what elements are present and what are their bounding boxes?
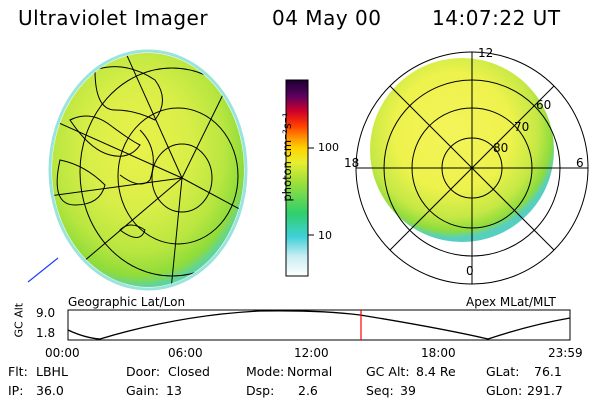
polar-image xyxy=(355,51,589,285)
glon-key: GLon: xyxy=(486,383,523,398)
seq-key: Seq: xyxy=(366,383,394,398)
mlt-label-top: 12 xyxy=(478,46,494,60)
gc-alt-value: 8.4 Re xyxy=(416,364,456,379)
mlt-label-left: 18 xyxy=(344,156,360,170)
altitude-xtick-2359: 23:59 xyxy=(548,346,583,360)
flt-value: LBHL xyxy=(36,364,68,379)
geographic-image xyxy=(27,49,248,291)
colorbar-tick-100: 100 xyxy=(318,141,339,154)
colorbar-unit-label: photon cm⁻²s⁻¹ xyxy=(280,112,294,202)
glon-value: 291.7 xyxy=(527,383,563,398)
altitude-xtick-0600: 06:00 xyxy=(168,346,203,360)
time-display: 14:07:22 UT xyxy=(432,6,561,30)
dsp-key: Dsp: xyxy=(246,383,275,398)
glat-key: GLat: xyxy=(486,364,520,379)
app-title: Ultraviolet Imager xyxy=(18,6,209,30)
altitude-ytick-high: 9.0 xyxy=(36,306,56,320)
altitude-ytick-low: 1.8 xyxy=(36,326,56,340)
mlt-label-bottom: 0 xyxy=(466,264,474,278)
apex-caption: Apex MLat/MLT xyxy=(466,295,556,309)
altitude-xtick-0000: 00:00 xyxy=(45,346,80,360)
altitude-plot xyxy=(67,309,571,341)
mlat-label-60: 60 xyxy=(536,98,552,112)
mode-key: Mode: xyxy=(246,364,285,379)
mlat-label-80: 80 xyxy=(493,141,509,155)
altitude-ylabel: GC Alt xyxy=(12,302,26,338)
gain-key: Gain: xyxy=(126,383,159,398)
date-display: 04 May 00 xyxy=(272,6,382,30)
flt-key: Flt: xyxy=(8,364,28,379)
colorbar-tick-10: 10 xyxy=(318,229,332,242)
geographic-caption: Geographic Lat/Lon xyxy=(68,295,186,309)
altitude-xtick-1800: 18:00 xyxy=(421,346,456,360)
gain-value: 13 xyxy=(166,383,182,398)
dsp-value: 2.6 xyxy=(298,383,318,398)
mlt-label-right: 6 xyxy=(576,156,584,170)
altitude-xtick-1200: 12:00 xyxy=(294,346,329,360)
mode-value: Normal xyxy=(287,364,333,379)
mlat-label-70: 70 xyxy=(514,120,530,134)
colorbar xyxy=(285,79,314,277)
door-value: Closed xyxy=(168,364,210,379)
ip-key: IP: xyxy=(8,383,24,398)
ip-value: 36.0 xyxy=(36,383,64,398)
door-key: Door: xyxy=(126,364,161,379)
glat-value: 76.1 xyxy=(534,364,562,379)
gc-alt-key: GC Alt: xyxy=(366,364,410,379)
seq-value: 39 xyxy=(400,383,416,398)
